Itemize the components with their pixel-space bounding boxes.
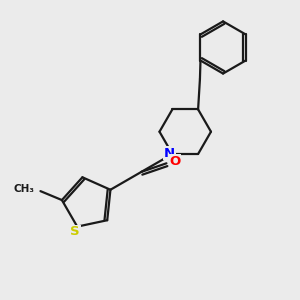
Text: O: O: [169, 155, 181, 168]
Text: S: S: [70, 225, 80, 238]
Text: CH₃: CH₃: [13, 184, 34, 194]
Text: N: N: [164, 147, 175, 160]
